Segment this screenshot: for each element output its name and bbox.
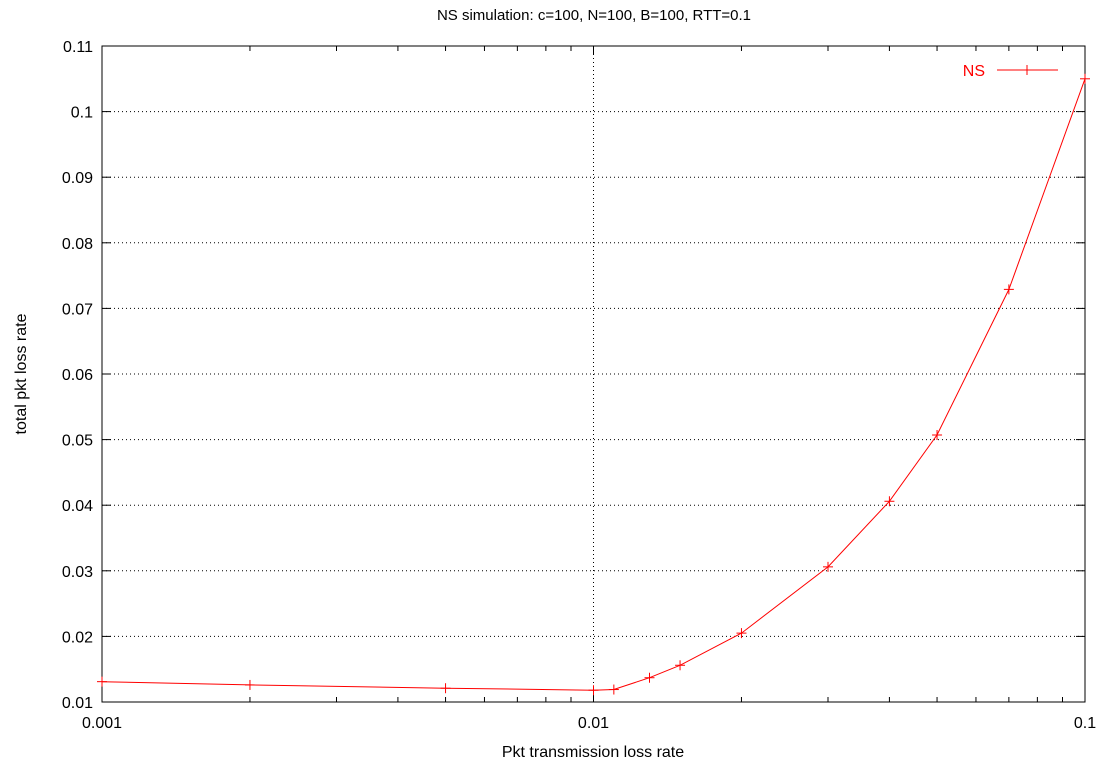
y-tick-label: 0.05 — [62, 433, 93, 450]
data-point — [644, 672, 655, 683]
data-point — [244, 679, 255, 690]
data-point — [932, 430, 943, 441]
data-point — [823, 561, 834, 572]
y-tick-label: 0.08 — [62, 236, 93, 253]
y-tick-label: 0.09 — [62, 170, 93, 187]
y-tick-label: 0.01 — [62, 695, 93, 712]
legend: NS — [963, 63, 1058, 80]
data-point — [1003, 284, 1014, 295]
series-group — [97, 73, 1090, 696]
y-tick-label: 0.04 — [62, 498, 93, 515]
legend-label-ns: NS — [963, 63, 985, 80]
data-point — [97, 676, 107, 687]
y-tick-label: 0.03 — [62, 564, 93, 581]
legend-marker-ns — [1022, 65, 1032, 75]
x-tick-label: 0.001 — [82, 715, 122, 732]
data-point — [675, 660, 686, 671]
x-axis-label: Pkt transmission loss rate — [502, 744, 684, 761]
data-point — [884, 496, 895, 507]
legend-plus-marker — [1022, 65, 1032, 75]
y-tick-label: 0.07 — [62, 301, 93, 318]
data-point — [588, 685, 599, 696]
data-point — [608, 684, 619, 695]
y-tick-label: 0.1 — [71, 105, 93, 122]
data-point — [736, 628, 747, 639]
tick-labels: 0.01 0.02 0.03 0.04 0.05 0.06 0.07 0.08 0.09 0.1 0… — [62, 39, 1096, 732]
y-tick-label: 0.02 — [62, 629, 93, 646]
data-point — [1080, 73, 1090, 84]
data-point — [440, 683, 451, 694]
y-tick-label: 0.11 — [63, 39, 93, 56]
x-tick-label: 0.01 — [578, 715, 609, 732]
axis-ticks — [101, 45, 1086, 703]
y-tick-label: 0.06 — [62, 367, 93, 384]
chart-title: NS simulation: c=100, N=100, B=100, RTT=… — [437, 7, 751, 24]
grid — [102, 46, 1085, 702]
y-axis-label: total pkt loss rate — [13, 313, 30, 434]
x-tick-label: 0.1 — [1074, 715, 1096, 732]
